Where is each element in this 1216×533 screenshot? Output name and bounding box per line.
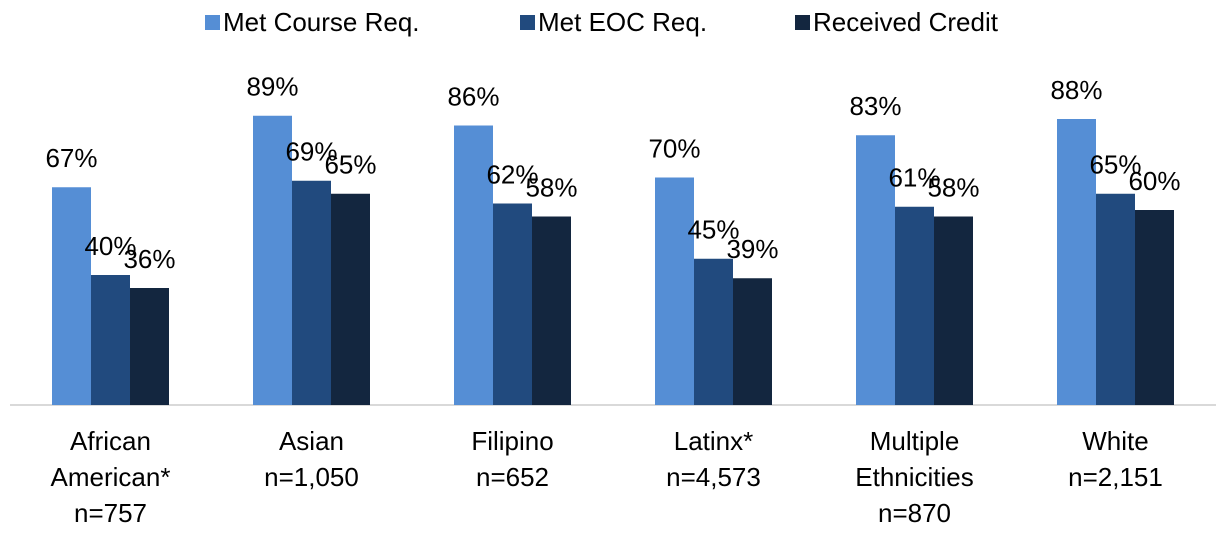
bar [331,193,370,405]
data-label: 83% [849,91,901,121]
bar [895,206,934,405]
bar [253,115,292,405]
x-tick-label: American* [51,462,171,492]
data-label: 40% [84,231,136,261]
bar [532,216,571,405]
data-label: 45% [687,215,739,245]
data-label: 60% [1128,166,1180,196]
data-label: 86% [447,81,499,111]
x-tick-label: Multiple [870,426,960,456]
bar [934,216,973,405]
data-label: 65% [324,150,376,180]
bar [1096,193,1135,405]
x-tick-label: White [1082,426,1148,456]
x-tick-label: Asian [279,426,344,456]
bar [130,288,169,405]
bar [694,258,733,405]
bar [1057,119,1096,405]
data-label: 61% [888,163,940,193]
data-label: 62% [486,159,538,189]
bar [493,203,532,405]
data-label: 67% [45,143,97,173]
data-label: 88% [1050,75,1102,105]
x-tick-label: African [70,426,151,456]
x-tick-label: n=4,573 [666,462,761,492]
data-label: 70% [648,133,700,163]
bar [856,135,895,405]
x-tick-label: Latinx* [674,426,754,456]
bar [454,125,493,405]
data-label: 58% [525,172,577,202]
x-tick-label: n=757 [74,498,147,528]
bar [655,177,694,405]
bar [733,278,772,405]
bar [292,180,331,405]
data-label: 69% [285,137,337,167]
data-label: 89% [246,72,298,102]
bar [52,187,91,405]
x-tick-label: Ethnicities [855,462,974,492]
bar [91,275,130,405]
x-tick-label: n=652 [476,462,549,492]
legend-swatch [205,15,220,30]
legend-label: Received Credit [813,7,999,37]
legend-label: Met EOC Req. [538,7,707,37]
legend-swatch [795,15,810,30]
x-tick-label: n=2,151 [1068,462,1163,492]
legend-swatch [520,15,535,30]
x-tick-label: n=1,050 [264,462,359,492]
bar [1135,210,1174,405]
data-label: 36% [123,244,175,274]
data-label: 65% [1089,150,1141,180]
x-tick-label: n=870 [878,498,951,528]
x-tick-label: Filipino [471,426,553,456]
data-label: 58% [927,172,979,202]
data-label: 39% [726,234,778,264]
legend-label: Met Course Req. [223,7,420,37]
